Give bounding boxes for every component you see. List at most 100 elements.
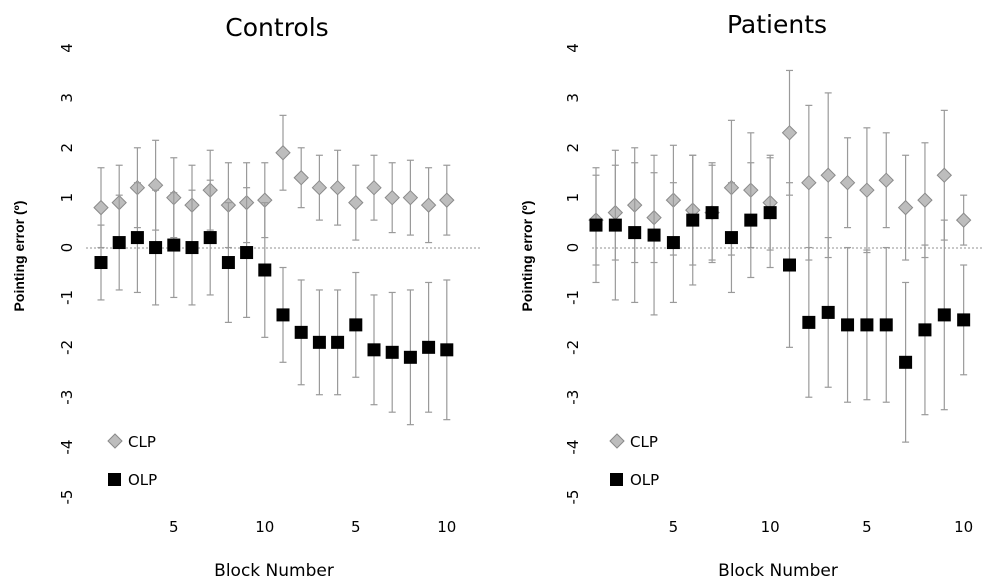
legend: CLP OLP xyxy=(609,433,659,489)
panel-controls: Controls Pointing error (º) Block Number… xyxy=(11,13,480,580)
olp-point xyxy=(937,308,951,322)
clp-point xyxy=(402,189,419,206)
legend-clp-marker xyxy=(107,433,123,449)
olp-point xyxy=(94,256,108,270)
panel-patients: Patients Pointing error (º) Block Number… xyxy=(519,10,984,580)
data-marks xyxy=(588,69,972,443)
olp-point xyxy=(130,231,144,245)
olp-point xyxy=(899,355,913,369)
y-tick-label: 1 xyxy=(58,193,76,203)
x-tick-label: 5 xyxy=(169,518,179,536)
clp-point xyxy=(878,172,894,188)
olp-point xyxy=(628,226,642,240)
y-tick-label: -5 xyxy=(564,490,582,505)
olp-point xyxy=(367,343,381,357)
olp-point xyxy=(608,218,622,232)
y-tick-label: 0 xyxy=(58,243,76,253)
clp-point xyxy=(93,199,109,216)
clp-point xyxy=(936,167,953,183)
olp-point xyxy=(879,318,893,332)
y-tick-label: -1 xyxy=(58,290,76,305)
olp-point xyxy=(422,340,436,354)
olp-point xyxy=(349,318,363,332)
olp-point xyxy=(686,213,700,227)
olp-point xyxy=(705,206,719,220)
olp-point xyxy=(112,236,126,250)
olp-point xyxy=(821,305,835,319)
clp-point xyxy=(955,212,972,228)
clp-point xyxy=(348,194,364,211)
y-tick-label: 2 xyxy=(564,143,582,153)
olp-point xyxy=(957,313,971,327)
y-tick-label: -4 xyxy=(58,440,76,455)
y-tick-label: -1 xyxy=(564,290,582,305)
clp-point xyxy=(917,192,933,208)
olp-point xyxy=(783,258,796,272)
data-marks xyxy=(93,114,455,426)
clp-point xyxy=(293,170,309,186)
y-tick-label: -2 xyxy=(564,340,582,355)
clp-point xyxy=(384,189,400,206)
y-tick-label: 3 xyxy=(58,93,76,103)
y-tick-label: 4 xyxy=(58,43,76,53)
olp-point xyxy=(841,318,855,332)
clp-point xyxy=(366,179,382,196)
olp-point xyxy=(724,231,738,245)
x-tick-labels: 5 10 5 10 xyxy=(169,518,456,536)
y-tick-label: -4 xyxy=(564,440,582,455)
y-tick-labels: -5 -4 -3 -2 -1 0 1 2 3 4 xyxy=(564,43,582,504)
olp-point xyxy=(203,231,217,245)
legend-clp-label: CLP xyxy=(128,433,156,451)
x-tick-labels: 5 10 5 10 xyxy=(669,518,974,536)
y-tick-label: 0 xyxy=(564,243,582,253)
legend: CLP OLP xyxy=(107,433,157,489)
clp-point xyxy=(311,179,328,196)
y-tick-label: -5 xyxy=(58,490,76,505)
clp-point xyxy=(420,197,437,213)
y-tick-label: -2 xyxy=(58,340,76,355)
y-axis-label: Pointing error (º) xyxy=(519,201,535,312)
clp-point xyxy=(781,125,798,141)
x-axis-label: Block Number xyxy=(214,561,334,580)
olp-point xyxy=(167,238,181,252)
olp-point xyxy=(258,263,272,277)
clp-point xyxy=(329,179,346,196)
olp-point xyxy=(860,318,874,332)
y-tick-label: 1 xyxy=(564,193,582,203)
y-tick-label: -3 xyxy=(58,390,76,405)
x-tick-label: 5 xyxy=(862,518,872,536)
legend-clp-label: CLP xyxy=(630,433,658,451)
legend-clp-marker xyxy=(609,433,625,449)
x-tick-label: 5 xyxy=(669,518,679,536)
olp-point xyxy=(385,345,399,359)
olp-point xyxy=(440,343,454,357)
olp-point xyxy=(221,256,235,270)
olp-point xyxy=(294,325,308,339)
legend-olp-label: OLP xyxy=(128,471,157,489)
clp-point xyxy=(839,174,856,191)
clp-point xyxy=(801,174,817,191)
x-tick-label: 5 xyxy=(351,518,361,536)
olp-point xyxy=(403,350,417,364)
y-tick-label: 4 xyxy=(564,43,582,53)
x-axis-label: Block Number xyxy=(718,561,838,580)
legend-olp-marker xyxy=(610,473,623,486)
x-tick-label: 10 xyxy=(437,518,456,536)
olp-point xyxy=(763,206,777,220)
legend-olp-marker xyxy=(108,473,121,486)
y-tick-label: 2 xyxy=(58,143,76,153)
y-axis-label: Pointing error (º) xyxy=(11,201,27,312)
clp-point xyxy=(820,167,836,183)
clp-point xyxy=(275,145,291,161)
olp-point xyxy=(312,335,326,349)
clp-point xyxy=(897,199,914,216)
panel-title: Controls xyxy=(225,13,328,42)
olp-point xyxy=(185,241,199,255)
olp-point xyxy=(744,213,758,227)
x-tick-label: 10 xyxy=(761,518,780,536)
olp-point xyxy=(149,241,163,255)
clp-point xyxy=(859,182,875,198)
olp-point xyxy=(276,308,290,322)
legend-olp-label: OLP xyxy=(630,471,659,489)
olp-point xyxy=(240,246,254,260)
